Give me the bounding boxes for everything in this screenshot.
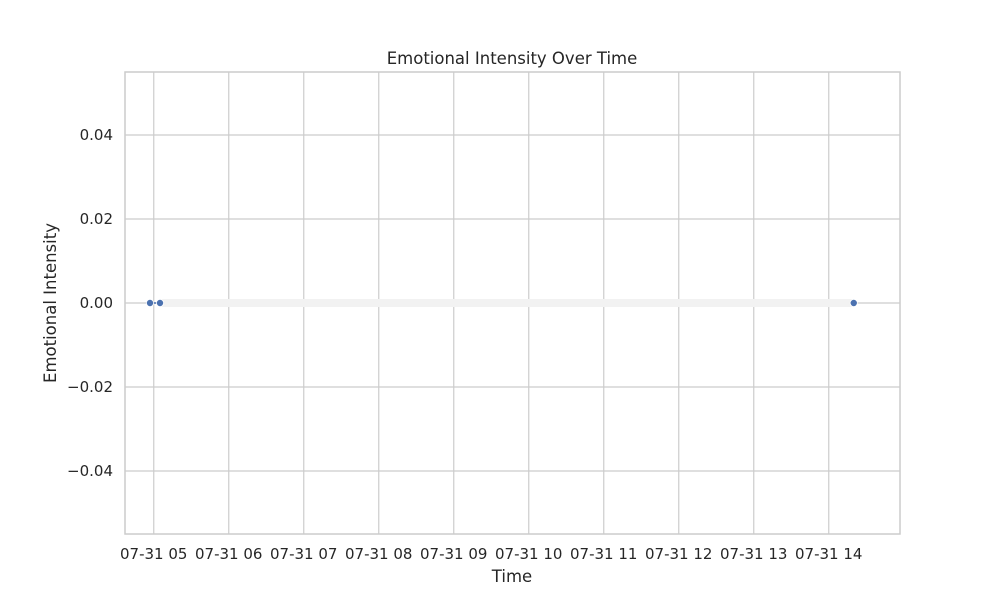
y-tick-labels: 0.04 0.02 0.00 −0.02 −0.04: [67, 126, 113, 480]
x-tick-label: 07-31 14: [795, 545, 862, 563]
x-tick-label: 07-31 05: [120, 545, 187, 563]
x-tick-label: 07-31 12: [645, 545, 712, 563]
x-tick-label: 07-31 13: [720, 545, 787, 563]
x-tick-label: 07-31 09: [420, 545, 487, 563]
x-tick-labels: 07-31 05 07-31 06 07-31 07 07-31 08 07-31 09…: [120, 545, 862, 563]
y-axis-label: Emotional Intensity: [41, 223, 60, 383]
chart-title: Emotional Intensity Over Time: [387, 49, 638, 68]
y-tick-label: −0.02: [67, 378, 113, 396]
series-band: [160, 299, 854, 307]
plot-frame: [124, 71, 901, 535]
x-tick-label: 07-31 07: [270, 545, 337, 563]
data-point: [145, 298, 154, 307]
y-tick-label: −0.04: [67, 462, 113, 480]
x-tick-label: 07-31 11: [570, 545, 637, 563]
series-layer: [145, 298, 858, 307]
data-point: [155, 298, 164, 307]
x-tick-label: 07-31 06: [195, 545, 262, 563]
x-axis-label: Time: [491, 567, 532, 586]
y-tick-label: 0.00: [80, 294, 113, 312]
x-tick-label: 07-31 08: [345, 545, 412, 563]
y-tick-label: 0.04: [80, 126, 113, 144]
data-point: [849, 298, 858, 307]
x-tick-label: 07-31 10: [495, 545, 562, 563]
y-tick-label: 0.02: [80, 210, 113, 228]
